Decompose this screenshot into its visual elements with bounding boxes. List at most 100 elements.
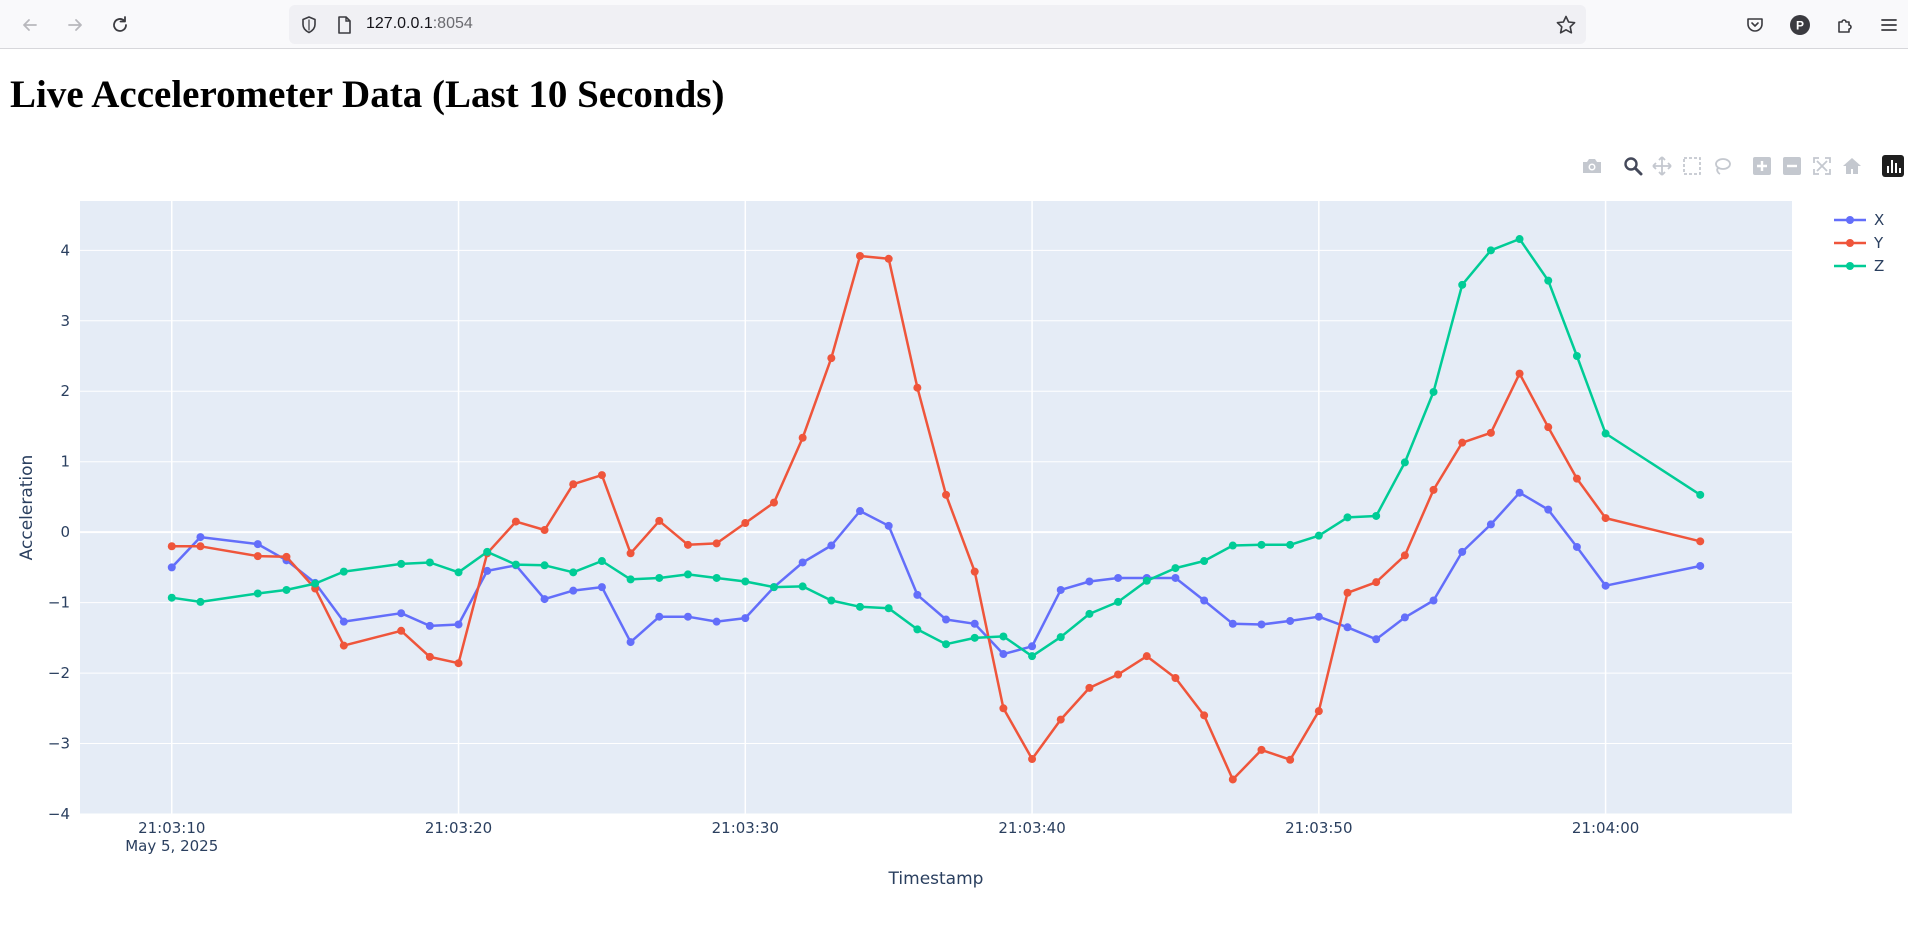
data-point-y[interactable] bbox=[196, 542, 205, 551]
data-point-z[interactable] bbox=[1400, 458, 1409, 467]
data-point-z[interactable] bbox=[339, 567, 348, 576]
data-point-z[interactable] bbox=[1343, 513, 1352, 522]
data-point-z[interactable] bbox=[798, 582, 807, 591]
data-point-y[interactable] bbox=[942, 490, 951, 499]
data-point-y[interactable] bbox=[1601, 514, 1610, 523]
data-point-x[interactable] bbox=[540, 595, 549, 604]
legend-marker-y[interactable] bbox=[1846, 239, 1854, 247]
data-point-x[interactable] bbox=[942, 615, 951, 624]
data-point-z[interactable] bbox=[999, 632, 1008, 641]
data-point-y[interactable] bbox=[1458, 438, 1467, 447]
data-point-x[interactable] bbox=[1696, 561, 1705, 570]
data-point-x[interactable] bbox=[1372, 635, 1381, 644]
data-point-x[interactable] bbox=[483, 566, 492, 575]
data-point-z[interactable] bbox=[1200, 557, 1209, 566]
data-point-x[interactable] bbox=[1429, 596, 1438, 605]
url-text[interactable]: 127.0.0.1:8054 bbox=[366, 15, 473, 33]
data-point-z[interactable] bbox=[1114, 597, 1123, 606]
data-point-y[interactable] bbox=[1544, 423, 1553, 432]
data-point-z[interactable] bbox=[569, 568, 578, 577]
data-point-z[interactable] bbox=[253, 589, 262, 598]
data-point-z[interactable] bbox=[311, 579, 320, 588]
data-point-y[interactable] bbox=[683, 540, 692, 549]
data-point-z[interactable] bbox=[1601, 429, 1610, 438]
legend-marker-x[interactable] bbox=[1846, 216, 1854, 224]
data-point-x[interactable] bbox=[454, 620, 463, 629]
data-point-z[interactable] bbox=[1257, 540, 1266, 549]
data-point-x[interactable] bbox=[1400, 613, 1409, 622]
url-bar[interactable]: 127.0.0.1:8054 bbox=[289, 5, 1586, 44]
data-point-z[interactable] bbox=[1458, 280, 1467, 289]
plot-area[interactable] bbox=[80, 201, 1792, 814]
data-point-y[interactable] bbox=[1400, 551, 1409, 560]
data-point-x[interactable] bbox=[1085, 577, 1094, 586]
data-point-y[interactable] bbox=[569, 480, 578, 489]
data-point-z[interactable] bbox=[1286, 540, 1295, 549]
reset-axes-button[interactable] bbox=[1840, 154, 1864, 178]
data-point-x[interactable] bbox=[1572, 542, 1581, 551]
menu-button[interactable] bbox=[1874, 10, 1904, 40]
data-point-y[interactable] bbox=[1515, 369, 1524, 378]
data-point-y[interactable] bbox=[1171, 674, 1180, 683]
data-point-y[interactable] bbox=[1028, 755, 1037, 764]
data-point-y[interactable] bbox=[712, 539, 721, 548]
data-point-z[interactable] bbox=[1486, 246, 1495, 255]
data-point-y[interactable] bbox=[1572, 474, 1581, 483]
data-point-z[interactable] bbox=[1544, 276, 1553, 285]
reload-button[interactable] bbox=[105, 10, 135, 40]
data-point-z[interactable] bbox=[397, 559, 406, 568]
forward-button[interactable] bbox=[60, 10, 90, 40]
data-point-y[interactable] bbox=[1056, 715, 1065, 724]
data-point-x[interactable] bbox=[970, 619, 979, 628]
data-point-z[interactable] bbox=[741, 577, 750, 586]
series-line-z[interactable] bbox=[171, 237, 1701, 658]
data-point-y[interactable] bbox=[339, 641, 348, 650]
data-point-x[interactable] bbox=[1200, 596, 1209, 605]
data-point-y[interactable] bbox=[1429, 485, 1438, 494]
data-point-y[interactable] bbox=[856, 251, 865, 260]
data-point-x[interactable] bbox=[597, 583, 606, 592]
data-point-z[interactable] bbox=[1314, 531, 1323, 540]
data-point-z[interactable] bbox=[769, 583, 778, 592]
pan-button[interactable] bbox=[1650, 154, 1674, 178]
data-point-z[interactable] bbox=[913, 625, 922, 634]
series-line-y[interactable] bbox=[171, 254, 1701, 781]
data-point-y[interactable] bbox=[1142, 652, 1151, 661]
account-button[interactable]: P bbox=[1785, 10, 1815, 40]
data-point-x[interactable] bbox=[196, 533, 205, 542]
data-point-z[interactable] bbox=[827, 596, 836, 605]
legend-label-x[interactable]: X bbox=[1874, 211, 1884, 229]
data-point-y[interactable] bbox=[540, 526, 549, 535]
data-point-x[interactable] bbox=[1171, 573, 1180, 582]
data-point-z[interactable] bbox=[597, 557, 606, 566]
data-point-y[interactable] bbox=[1257, 745, 1266, 754]
data-point-y[interactable] bbox=[913, 383, 922, 392]
data-point-z[interactable] bbox=[942, 640, 951, 649]
data-point-x[interactable] bbox=[1515, 488, 1524, 497]
zoom-button[interactable] bbox=[1621, 154, 1645, 178]
data-point-x[interactable] bbox=[425, 621, 434, 630]
data-point-y[interactable] bbox=[1114, 670, 1123, 679]
data-point-x[interactable] bbox=[999, 650, 1008, 659]
data-point-x[interactable] bbox=[397, 609, 406, 618]
data-point-x[interactable] bbox=[1601, 581, 1610, 590]
data-point-z[interactable] bbox=[1085, 609, 1094, 618]
plotly-logo-button[interactable] bbox=[1881, 154, 1905, 178]
data-point-z[interactable] bbox=[167, 593, 176, 602]
data-point-x[interactable] bbox=[167, 563, 176, 572]
data-point-y[interactable] bbox=[253, 552, 262, 561]
data-point-z[interactable] bbox=[1171, 564, 1180, 573]
data-point-y[interactable] bbox=[1314, 707, 1323, 716]
data-point-y[interactable] bbox=[597, 471, 606, 480]
data-point-z[interactable] bbox=[856, 602, 865, 611]
data-point-x[interactable] bbox=[1343, 623, 1352, 632]
data-point-y[interactable] bbox=[769, 498, 778, 507]
data-point-x[interactable] bbox=[655, 612, 664, 621]
series-line-x[interactable] bbox=[170, 491, 1701, 656]
data-point-z[interactable] bbox=[683, 570, 692, 579]
data-point-z[interactable] bbox=[1142, 576, 1151, 585]
data-point-x[interactable] bbox=[913, 590, 922, 599]
data-point-z[interactable] bbox=[626, 575, 635, 584]
zoom-in-button[interactable] bbox=[1750, 154, 1774, 178]
data-point-y[interactable] bbox=[741, 519, 750, 528]
